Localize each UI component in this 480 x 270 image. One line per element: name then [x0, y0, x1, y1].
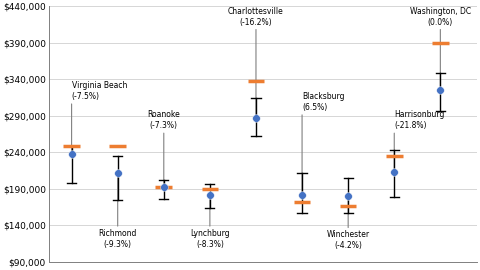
Text: Virginia Beach
(-7.5%): Virginia Beach (-7.5%)	[72, 81, 127, 101]
Text: Roanoke
(-7.3%): Roanoke (-7.3%)	[147, 110, 180, 130]
Text: Charlottesville
(-16.2%): Charlottesville (-16.2%)	[228, 6, 284, 27]
Text: Washington, DC
(0.0%): Washington, DC (0.0%)	[410, 6, 471, 27]
Text: Harrisonburg
(-21.8%): Harrisonburg (-21.8%)	[394, 110, 444, 130]
Text: Lynchburg
(-8.3%): Lynchburg (-8.3%)	[190, 229, 230, 249]
Text: Richmond
(-9.3%): Richmond (-9.3%)	[98, 229, 137, 249]
Text: Winchester
(-4.2%): Winchester (-4.2%)	[326, 230, 370, 251]
Text: Blacksburg
(6.5%): Blacksburg (6.5%)	[302, 92, 345, 112]
